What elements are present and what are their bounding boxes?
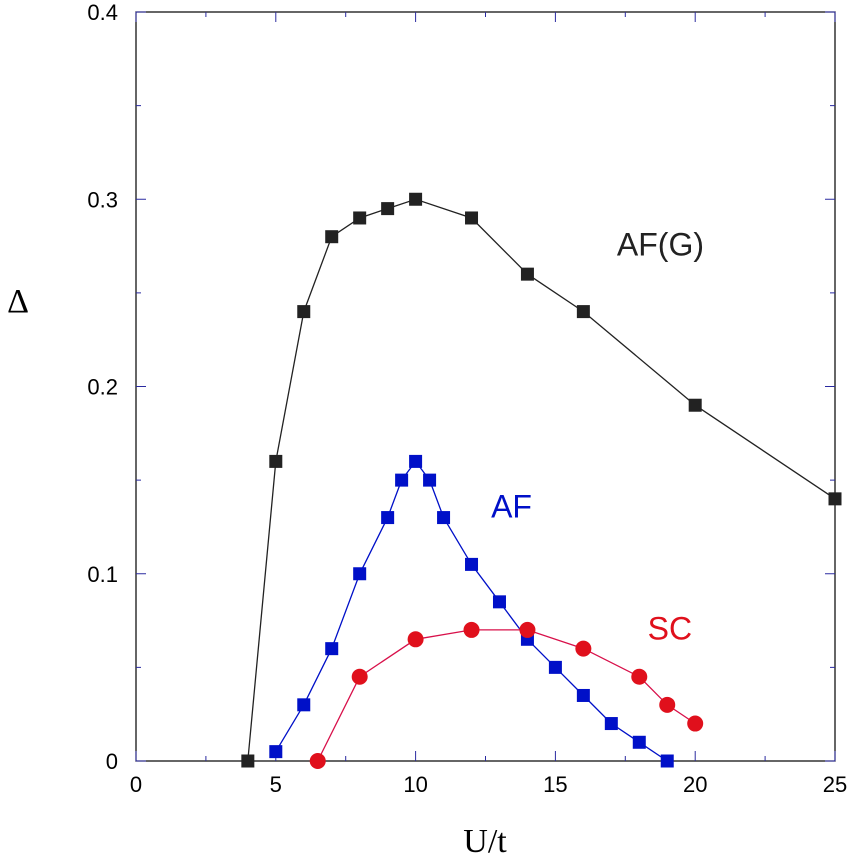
y-tick-label: 0.3 bbox=[87, 187, 118, 212]
x-tick-label: 20 bbox=[683, 772, 707, 797]
plot-border bbox=[135, 11, 836, 762]
data-point-sc bbox=[631, 668, 648, 685]
x-tick-label: 5 bbox=[270, 772, 282, 797]
data-point-af bbox=[465, 557, 479, 571]
tick-labels: 0 5 10 15 20 25 0 0.1 0.2 0.3 0.4 bbox=[87, 0, 847, 797]
x-tick-label: 0 bbox=[130, 772, 142, 797]
data-point-sc bbox=[687, 715, 704, 732]
x-axis-title: U/t bbox=[463, 823, 507, 859]
series-label-af-g: AF(G) bbox=[617, 226, 704, 262]
data-point-af bbox=[381, 511, 395, 525]
data-point-af bbox=[297, 698, 311, 712]
data-point-af bbox=[492, 595, 506, 609]
data-point-af bbox=[437, 511, 451, 525]
series-label-sc: SC bbox=[648, 610, 692, 646]
data-point-sc bbox=[407, 631, 424, 648]
data-point-sc bbox=[351, 668, 368, 685]
data-point-af bbox=[269, 745, 283, 759]
series-af bbox=[269, 454, 674, 768]
y-tick-label: 0.4 bbox=[87, 0, 118, 25]
axis-ticks bbox=[135, 11, 836, 762]
x-tick-label: 10 bbox=[403, 772, 427, 797]
data-point-sc bbox=[519, 621, 536, 638]
data-point-sc bbox=[575, 640, 592, 657]
data-point-af-g bbox=[520, 267, 534, 281]
data-point-af bbox=[576, 688, 590, 702]
data-point-af-g bbox=[576, 305, 590, 319]
data-point-af-g bbox=[297, 305, 311, 319]
series-label-af: AF bbox=[491, 489, 532, 525]
data-point-af bbox=[395, 473, 409, 487]
data-point-af-g bbox=[688, 398, 702, 412]
data-point-af-g bbox=[381, 202, 395, 216]
series-line-af bbox=[275, 460, 668, 762]
y-axis-title: Δ bbox=[7, 283, 29, 320]
data-point-af bbox=[632, 735, 646, 749]
y-tick-label: 0 bbox=[106, 749, 118, 774]
data-point-af bbox=[604, 717, 618, 731]
data-point-af-g bbox=[409, 192, 423, 206]
data-point-af-g bbox=[828, 492, 842, 506]
series-sc bbox=[309, 621, 704, 769]
data-point-af bbox=[353, 567, 367, 581]
data-point-sc bbox=[659, 696, 676, 713]
data-point-af bbox=[409, 454, 423, 468]
y-tick-label: 0.1 bbox=[87, 562, 118, 587]
data-point-af bbox=[325, 642, 339, 656]
y-tick-label: 0.2 bbox=[87, 375, 118, 400]
data-point-sc bbox=[309, 753, 326, 769]
x-tick-label: 25 bbox=[823, 772, 847, 797]
series-labels: AF(G) AF SC bbox=[491, 226, 704, 646]
data-point-af bbox=[548, 660, 562, 674]
series-line-af-g bbox=[247, 198, 836, 762]
x-tick-label: 15 bbox=[543, 772, 567, 797]
data-point-af bbox=[423, 473, 437, 487]
data-point-af-g bbox=[241, 754, 255, 768]
series-layer bbox=[241, 192, 842, 769]
plot-frame bbox=[135, 11, 836, 762]
data-point-af-g bbox=[465, 211, 479, 225]
data-point-af-g bbox=[353, 211, 367, 225]
data-point-af-g bbox=[325, 230, 339, 244]
series-af-g bbox=[241, 192, 842, 768]
data-point-af bbox=[660, 754, 674, 768]
data-point-sc bbox=[463, 621, 480, 638]
data-point-af-g bbox=[269, 454, 283, 468]
